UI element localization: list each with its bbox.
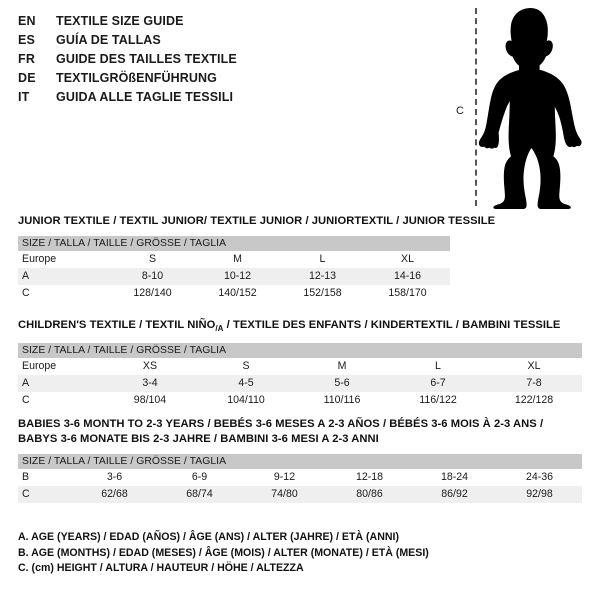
cell-value: 122/128: [514, 394, 554, 407]
cell-value: 92/98: [497, 486, 583, 503]
table-row: C 98/104 104/110 110/116 116/122 122/128: [18, 392, 582, 409]
cell-value: 10-12: [195, 268, 280, 285]
language-code: FR: [18, 52, 36, 66]
cell-value: 6-9: [191, 471, 208, 483]
table-row: C 62/68 68/74 74/80 80/86 86/92 92/98: [18, 486, 583, 503]
cell-value: L: [319, 253, 326, 265]
cell-value: 18-24: [440, 471, 469, 483]
section-babies-textile: BABIES 3-6 MONTH TO 2-3 YEARS / BEBÉS 3-…: [18, 417, 583, 503]
cell-value: 98/104: [133, 394, 167, 407]
cell-value: M: [337, 360, 347, 373]
section-title: JUNIOR TEXTILE / TEXTIL JUNIOR/ TEXTILE …: [18, 215, 496, 227]
cell-value: 104/110: [227, 394, 265, 407]
cell-value: 116/122: [419, 394, 457, 407]
cell-value: M: [233, 253, 242, 265]
height-dashed-line: [475, 8, 477, 206]
row-label: Europe: [22, 253, 57, 265]
cell-value: 4-5: [198, 375, 294, 393]
cell-value: 12-13: [280, 268, 365, 285]
section-junior-textile: JUNIOR TEXTILE / TEXTIL JUNIOR/ TEXTILE …: [18, 214, 496, 302]
babies-size-table: SIZE / TALLA / TAILLE / GRÖSSE / TAGLIA …: [18, 454, 583, 503]
toddler-silhouette-icon: [478, 8, 582, 209]
row-label: Europe: [22, 360, 57, 373]
cell-value: 68/74: [157, 486, 242, 503]
language-title: GUIDE DES TAILLES TEXTILE: [56, 52, 237, 66]
table-row: Europe XS S M L XL: [18, 358, 582, 375]
cell-value: 86/92: [412, 486, 497, 503]
language-title: GUIDA ALLE TAGLIE TESSILI: [56, 90, 234, 104]
section-children-textile: CHILDREN'S TEXTILE / TEXTIL NIÑO/A / TEX…: [18, 318, 583, 409]
language-title: TEXTILE SIZE GUIDE: [56, 14, 184, 28]
cell-value: 140/152: [218, 287, 257, 299]
language-code: DE: [18, 71, 36, 85]
section-title-pre: CHILDREN'S TEXTILE / TEXTIL NIÑO: [18, 319, 216, 331]
table-band-label: SIZE / TALLA / TAILLE / GRÖSSE / TAGLIA: [18, 454, 583, 469]
cell-value: 14-16: [365, 268, 451, 285]
cell-value: 7-8: [486, 375, 583, 393]
cell-value: 152/158: [303, 287, 342, 299]
measurement-legend: A. AGE (YEARS) / EDAD (AÑOS) / ÂGE (ANS)…: [18, 530, 518, 577]
height-measurement-figure: C: [440, 0, 600, 215]
cell-value: S: [148, 253, 157, 265]
language-code: EN: [18, 14, 36, 28]
row-label: C: [22, 394, 30, 407]
row-label: A: [18, 268, 110, 285]
legend-line-a: A. AGE (YEARS) / EDAD (AÑOS) / ÂGE (ANS)…: [18, 531, 399, 543]
section-title-line1: BABIES 3-6 MONTH TO 2-3 YEARS / BEBÉS 3-…: [18, 418, 544, 430]
height-measure-label: C: [456, 105, 464, 117]
cell-value: 110/116: [323, 394, 361, 407]
cell-value: 80/86: [327, 486, 412, 503]
table-band-row: SIZE / TALLA / TAILLE / GRÖSSE / TAGLIA: [18, 236, 451, 251]
children-size-table: SIZE / TALLA / TAILLE / GRÖSSE / TAGLIA …: [18, 343, 583, 409]
cell-value: 24-36: [525, 471, 554, 483]
row-label: C: [22, 287, 30, 299]
legend-line-c: C. (cm) HEIGHT / ALTURA / HAUTEUR / HÖHE…: [18, 562, 304, 574]
cell-value: 3-6: [106, 471, 123, 483]
section-title: CHILDREN'S TEXTILE / TEXTIL NIÑO/A / TEX…: [18, 318, 582, 336]
cell-value: 12-18: [355, 471, 384, 483]
cell-value: 158/170: [388, 287, 427, 299]
cell-value: 5-6: [294, 375, 390, 393]
table-row: C 128/140 140/152 152/158 158/170: [18, 285, 450, 302]
cell-value: 8-10: [110, 268, 195, 285]
table-band-row: SIZE / TALLA / TAILLE / GRÖSSE / TAGLIA: [18, 343, 583, 359]
cell-value: XL: [527, 360, 541, 373]
cell-value: L: [435, 360, 441, 373]
language-row-fr: FR GUIDE DES TAILLES TEXTILE: [18, 52, 418, 71]
row-label: B: [22, 471, 30, 483]
language-row-es: ES GUÍA DE TALLAS: [18, 33, 418, 52]
language-row-en: EN TEXTILE SIZE GUIDE: [18, 14, 418, 33]
table-band-row: SIZE / TALLA / TAILLE / GRÖSSE / TAGLIA: [18, 454, 583, 469]
language-title-list: EN TEXTILE SIZE GUIDE ES GUÍA DE TALLAS …: [18, 14, 418, 109]
cell-value: XS: [142, 360, 158, 373]
cell-value: 6-7: [390, 375, 486, 393]
cell-value: 62/68: [72, 486, 157, 503]
cell-value: 128/140: [133, 287, 172, 299]
section-title-post: / TEXTILE DES ENFANTS / KINDERTEXTIL / B…: [223, 319, 561, 331]
cell-value: 9-12: [273, 471, 296, 483]
language-code: ES: [18, 33, 36, 47]
cell-value: S: [242, 360, 250, 373]
cell-value: XL: [401, 253, 414, 265]
table-band-label: SIZE / TALLA / TAILLE / GRÖSSE / TAGLIA: [18, 236, 451, 251]
junior-size-table: SIZE / TALLA / TAILLE / GRÖSSE / TAGLIA …: [18, 236, 451, 302]
table-row: A 8-10 10-12 12-13 14-16: [18, 268, 451, 285]
row-label: C: [18, 486, 72, 503]
table-row: Europe S M L XL: [18, 251, 450, 268]
section-title-subscript: /A: [215, 324, 224, 334]
language-row-de: DE TEXTILGRÖßENFÜHRUNG: [18, 71, 418, 90]
table-row: A 3-4 4-5 5-6 6-7 7-8: [18, 375, 583, 393]
language-title: GUÍA DE TALLAS: [56, 33, 161, 47]
language-code: IT: [18, 90, 30, 104]
language-title: TEXTILGRÖßENFÜHRUNG: [56, 71, 217, 85]
language-row-it: IT GUIDA ALLE TAGLIE TESSILI: [18, 90, 418, 109]
legend-line-b: B. AGE (MONTHS) / EDAD (MESES) / ÂGE (MO…: [18, 546, 429, 559]
cell-value: 3-4: [102, 375, 198, 393]
row-label: A: [18, 375, 102, 393]
cell-value: 74/80: [242, 486, 327, 503]
section-title-line2: BABYS 3-6 MONATE BIS 2-3 JAHRE / BAMBINI…: [18, 433, 379, 445]
table-row: B 3-6 6-9 9-12 12-18 18-24 24-36: [18, 469, 582, 486]
table-band-label: SIZE / TALLA / TAILLE / GRÖSSE / TAGLIA: [18, 343, 583, 359]
